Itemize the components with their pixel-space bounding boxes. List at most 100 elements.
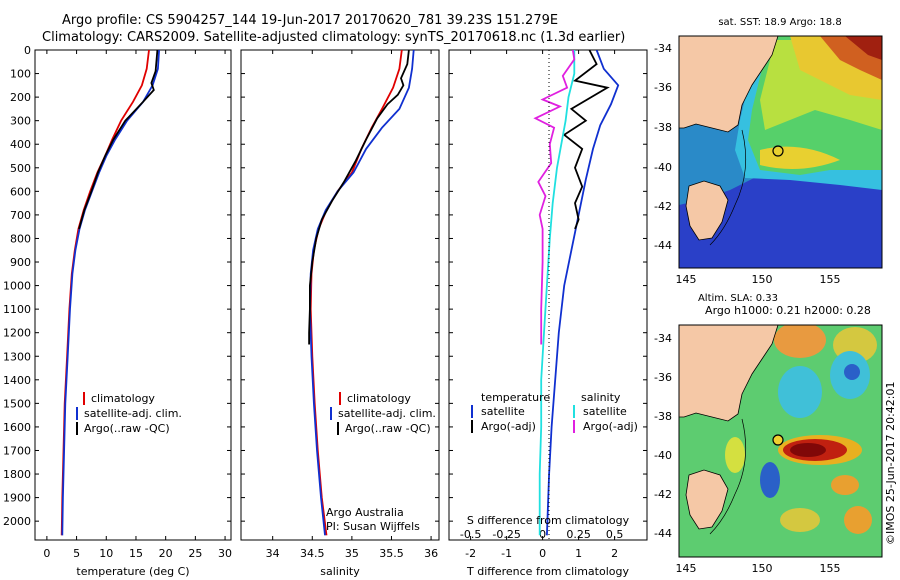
legend-text: climatology	[347, 392, 411, 405]
series-line-t-satellite	[546, 50, 620, 536]
series-line-climatology	[309, 50, 403, 536]
sla-map-frame	[678, 324, 883, 558]
tick-label: -34	[654, 332, 672, 345]
legend-text: satellite	[583, 405, 627, 418]
y-tick-label: 1300	[3, 350, 31, 363]
tick-label: 145	[676, 273, 697, 286]
sla-map	[679, 325, 882, 557]
annotation-line1: Argo Australia	[326, 506, 404, 519]
legend-text: Argo(..raw -QC)	[84, 422, 170, 435]
depth-ticks: 0 100 200 300 400 500 600 700 800 900 1000 1100 1200…	[3, 44, 647, 528]
y-tick-label: 1400	[3, 374, 31, 387]
x-tick-label: 1	[575, 547, 582, 560]
s-tick-label: 0.25	[566, 528, 591, 541]
y-tick-label: 700	[10, 209, 31, 222]
tick-label: 150	[752, 562, 773, 575]
x-tick-label: 2	[611, 547, 618, 560]
sla-map-title2: Argo h1000: 0.21 h2000: 0.28	[705, 304, 871, 317]
x-tick-label: 20	[159, 547, 173, 560]
sla-map-title1: Altim. SLA: 0.33	[698, 293, 778, 304]
y-tick-label: 1100	[3, 303, 31, 316]
x-tick-label: 10	[99, 547, 113, 560]
x-tick-label: 25	[188, 547, 202, 560]
y-tick-label: 1200	[3, 327, 31, 340]
tick-label: -38	[654, 121, 672, 134]
y-tick-label: 1900	[3, 492, 31, 505]
x-tick-label: -2	[465, 547, 476, 560]
s-tick-label: -0.5	[460, 528, 481, 541]
legend-title: salinity	[581, 391, 621, 404]
tick-label: -40	[654, 161, 672, 174]
y-tick-label: 900	[10, 256, 31, 269]
y-tick-label: 0	[24, 44, 31, 57]
y-tick-label: 200	[10, 91, 31, 104]
x-tick-label: 15	[129, 547, 143, 560]
header-line1: Argo profile: CS 5904257_144 19-Jun-2017…	[62, 13, 558, 28]
s-tick-label: 0.5	[606, 528, 624, 541]
temperature-xlabel: temperature (deg C)	[76, 565, 189, 578]
series-line-satellite-adj--clim-	[308, 50, 415, 536]
legend-title: temperature	[481, 391, 550, 404]
argo-location-marker	[772, 434, 784, 446]
argo-location-marker	[772, 145, 784, 157]
legend-text: Argo(-adj)	[481, 420, 536, 433]
y-tick-label: 1600	[3, 421, 31, 434]
legend-text: Argo(..raw -QC)	[345, 422, 431, 435]
tick-label: 145	[676, 562, 697, 575]
temperature-legend: climatology satellite-adj. clim. Argo(..…	[76, 392, 182, 435]
y-tick-label: 500	[10, 162, 31, 175]
salinity-xlabel: salinity	[320, 565, 360, 578]
legend-text: Argo(-adj)	[583, 420, 638, 433]
difference-axes	[448, 49, 648, 541]
series-line-t-argo--adj-	[562, 50, 610, 230]
tick-label: -42	[654, 200, 672, 213]
sst-map	[679, 36, 882, 268]
x-tick-label: -1	[501, 547, 512, 560]
s-tick-label: -0.25	[492, 528, 520, 541]
x-tick-label: 30	[218, 547, 232, 560]
temperature-ticks: 0 5 10 15 20 25 30	[43, 50, 232, 560]
sst-map-title: sat. SST: 18.9 Argo: 18.8	[718, 17, 841, 28]
x-tick-label: 0	[43, 547, 50, 560]
s-tick-label: 0	[539, 528, 546, 541]
difference-ticks: -2 -1 0 1 2 -0.5 -0.25 0 0.25 0.5	[460, 50, 623, 560]
legend-text: satellite	[481, 405, 525, 418]
difference-xlabel: T difference from climatology	[466, 565, 629, 578]
difference-xlabel-top: S difference from climatology	[467, 514, 630, 527]
x-tick-label: 35	[345, 547, 359, 560]
tick-label: -42	[654, 488, 672, 501]
series-line-satellite-adj--clim-	[61, 50, 160, 536]
series-line-argo---raw--qc-	[308, 50, 410, 345]
credit-text: ©IMOS 25-Jun-2017 20:42:01	[884, 381, 897, 545]
difference-legend: temperature satellite Argo(-adj) salinit…	[471, 391, 638, 433]
tick-label: 150	[752, 273, 773, 286]
legend-text: climatology	[91, 392, 155, 405]
difference-lines	[533, 50, 620, 536]
x-tick-label: 5	[73, 547, 80, 560]
series-line-climatology	[60, 50, 150, 536]
y-tick-label: 1700	[3, 444, 31, 457]
tick-label: -44	[654, 527, 672, 540]
tick-label: -36	[654, 371, 672, 384]
sla-map-ticks: -34 -36 -38 -40 -42 -44 145 150 155	[654, 332, 840, 575]
y-tick-label: 1500	[3, 397, 31, 410]
x-tick-label: 36	[424, 547, 438, 560]
series-line-s-satellite	[538, 50, 576, 536]
sst-map-ticks: -34 -36 -38 -40 -42 -44 145 150 155	[654, 42, 840, 286]
y-tick-label: 1000	[3, 280, 31, 293]
x-tick-label: 34	[266, 547, 280, 560]
series-line-s-argo--adj-	[533, 50, 576, 345]
annotation-line2: PI: Susan Wijffels	[326, 520, 420, 533]
y-tick-label: 400	[10, 138, 31, 151]
y-tick-label: 800	[10, 232, 31, 245]
header-line2: Climatology: CARS2009. Satellite-adjuste…	[42, 30, 625, 45]
series-line-argo---raw--qc-	[78, 50, 159, 230]
tick-label: 155	[820, 273, 841, 286]
salinity-lines	[308, 50, 415, 536]
legend-text: satellite-adj. clim.	[84, 407, 182, 420]
temperature-axes	[34, 49, 232, 541]
y-tick-label: 1800	[3, 468, 31, 481]
y-tick-label: 100	[10, 68, 31, 81]
y-tick-label: 300	[10, 115, 31, 128]
